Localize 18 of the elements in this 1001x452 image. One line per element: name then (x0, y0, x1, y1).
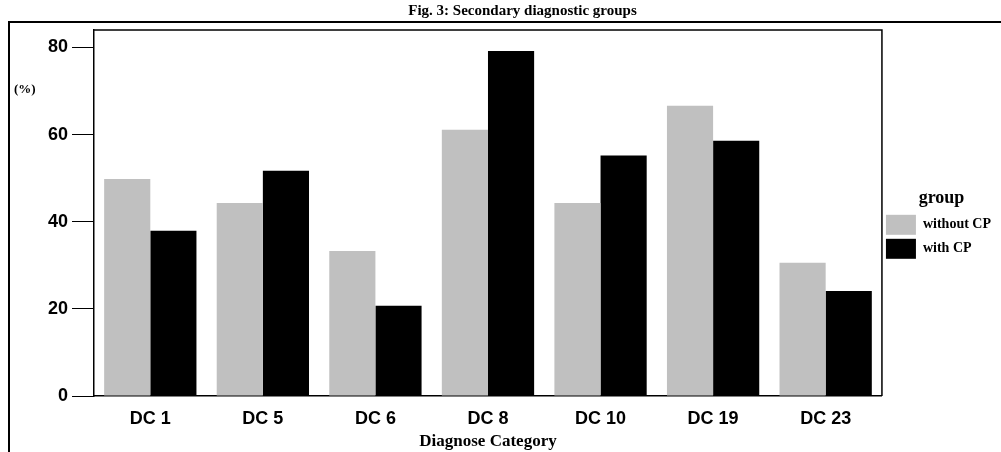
x-tick-label: DC 8 (467, 407, 509, 428)
x-tick-label: DC 23 (800, 407, 852, 428)
legend-label: with CP (922, 240, 972, 256)
legend-title: group (918, 186, 965, 207)
x-tick-label: DC 19 (687, 407, 739, 428)
y-axis-title: (%) (14, 81, 36, 97)
chart-title: Fig. 3: Secondary diagnostic groups (408, 1, 637, 18)
x-axis-title: Diagnose Category (419, 431, 558, 451)
y-tick-label: 40 (47, 210, 69, 231)
x-tick-label: DC 6 (354, 407, 396, 428)
y-tick-label: 0 (58, 384, 69, 405)
x-tick-label: DC 5 (242, 407, 284, 428)
y-tick-label: 80 (47, 36, 69, 57)
x-tick-label: DC 1 (129, 407, 171, 428)
legend-label: without CP (922, 216, 992, 232)
y-tick-label: 60 (47, 123, 69, 144)
x-tick-label: DC 10 (575, 407, 627, 428)
y-tick-label: 20 (47, 297, 69, 318)
